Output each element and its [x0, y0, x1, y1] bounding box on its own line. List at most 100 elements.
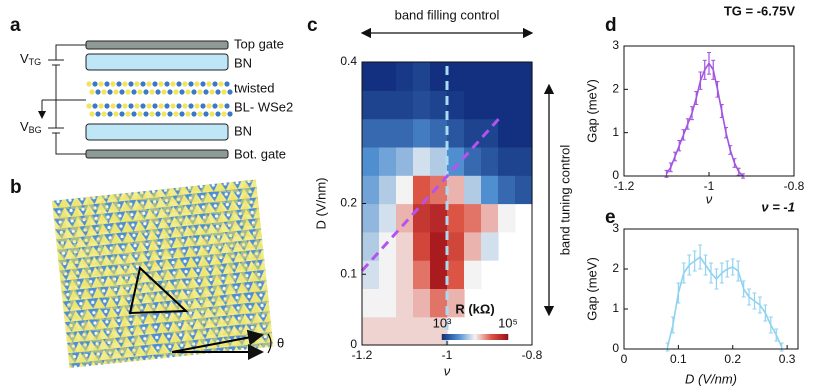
atom — [206, 103, 212, 109]
atom — [194, 81, 200, 87]
heatmap-cell — [362, 118, 380, 148]
y-tick-label: 1 — [612, 125, 619, 139]
heatmap-cell — [430, 90, 448, 120]
heatmap-cell — [413, 146, 431, 176]
atom — [179, 89, 185, 95]
heatmap-cell — [362, 146, 380, 176]
atom — [128, 81, 134, 87]
heatmap-cell — [362, 316, 380, 346]
atom — [143, 111, 149, 117]
heatmap-cell — [430, 203, 448, 233]
colorbar-tick-label: 10⁵ — [498, 315, 518, 330]
atom — [113, 89, 119, 95]
heatmap-cell — [447, 260, 465, 289]
heatmap-cell — [464, 118, 482, 148]
heatmap-cell — [481, 146, 499, 176]
heatmap-cell — [379, 175, 397, 205]
layer-label: BL- WSe2 — [234, 99, 293, 114]
heatmap-cell — [430, 146, 448, 176]
atom — [122, 81, 128, 87]
heatmap-cell — [396, 288, 414, 318]
atom — [116, 81, 122, 87]
heatmap-cell — [481, 175, 499, 205]
y-axis-label: D (V/nm) — [313, 178, 328, 230]
heatmap-cell — [379, 62, 397, 91]
x-axis-label: ν — [444, 363, 451, 378]
angle-label: θ — [277, 335, 284, 350]
atom — [92, 103, 98, 109]
heatmap-cell — [447, 175, 465, 205]
x-tick-label: -0.8 — [784, 179, 805, 193]
atom — [176, 103, 182, 109]
heatmap-cell — [515, 175, 533, 205]
heatmap-cell — [464, 260, 482, 289]
panel-label: c — [307, 15, 318, 36]
atom — [182, 81, 188, 87]
heatmap-cell — [396, 316, 414, 346]
y-axis-label: Gap (meV) — [584, 257, 599, 321]
heatmap-cell — [447, 90, 465, 120]
atom — [146, 103, 152, 109]
device-diagram — [38, 40, 233, 159]
atom — [191, 89, 197, 95]
heatmap-cell — [447, 203, 465, 233]
data-line — [666, 255, 783, 348]
atom — [185, 89, 191, 95]
chart-title: ν = -1 — [761, 199, 795, 214]
atom — [161, 89, 167, 95]
x-tick-label: 0 — [621, 352, 628, 366]
atom — [188, 81, 194, 87]
atom — [122, 103, 128, 109]
atom — [110, 103, 116, 109]
atom — [203, 111, 209, 117]
atom — [92, 81, 98, 87]
heatmap-cell — [481, 203, 499, 233]
heatmap-cell — [464, 146, 482, 176]
y-tick-label: 2 — [612, 82, 619, 96]
heatmap-cell — [464, 90, 482, 120]
atom — [128, 103, 134, 109]
atom — [209, 111, 215, 117]
heatmap-cell — [413, 316, 431, 346]
heatmap-cell — [498, 90, 516, 120]
atom — [125, 111, 131, 117]
heatmap-cell — [464, 231, 482, 261]
layer-label: BN — [234, 123, 252, 138]
atom — [227, 89, 233, 95]
heatmap-cell — [447, 288, 465, 318]
atom — [98, 81, 104, 87]
heatmap-cell — [413, 203, 431, 233]
data-line — [665, 61, 744, 177]
atom — [200, 81, 206, 87]
heatmap-cell — [481, 231, 499, 261]
heatmap-cell — [413, 118, 431, 148]
atom — [191, 111, 197, 117]
heatmap-cell — [379, 90, 397, 120]
lattice-image — [51, 179, 274, 368]
atom — [215, 89, 221, 95]
heatmap-cell — [515, 146, 533, 176]
heatmap-cell — [447, 146, 465, 176]
heatmap-cell — [379, 260, 397, 289]
atom — [101, 89, 107, 95]
atom — [170, 81, 176, 87]
heatmap-cell — [362, 231, 380, 261]
atom — [152, 81, 158, 87]
guide-line — [360, 114, 504, 272]
atom — [146, 81, 152, 87]
panel-label: a — [10, 15, 21, 36]
heatmap-cell — [498, 175, 516, 205]
heatmap-cell — [396, 62, 414, 91]
heatmap-cell — [481, 62, 499, 91]
heatmap-cell — [481, 90, 499, 120]
heatmap-cell — [413, 260, 431, 289]
atom — [104, 103, 110, 109]
atom — [86, 81, 92, 87]
atom — [107, 111, 113, 117]
heatmap-cell — [413, 231, 431, 261]
heatmap-cell — [396, 146, 414, 176]
annotation: band tuning control — [557, 145, 572, 256]
heatmap-cell — [498, 146, 516, 176]
heatmap-cell — [498, 203, 516, 233]
heatmap-cell — [396, 175, 414, 205]
